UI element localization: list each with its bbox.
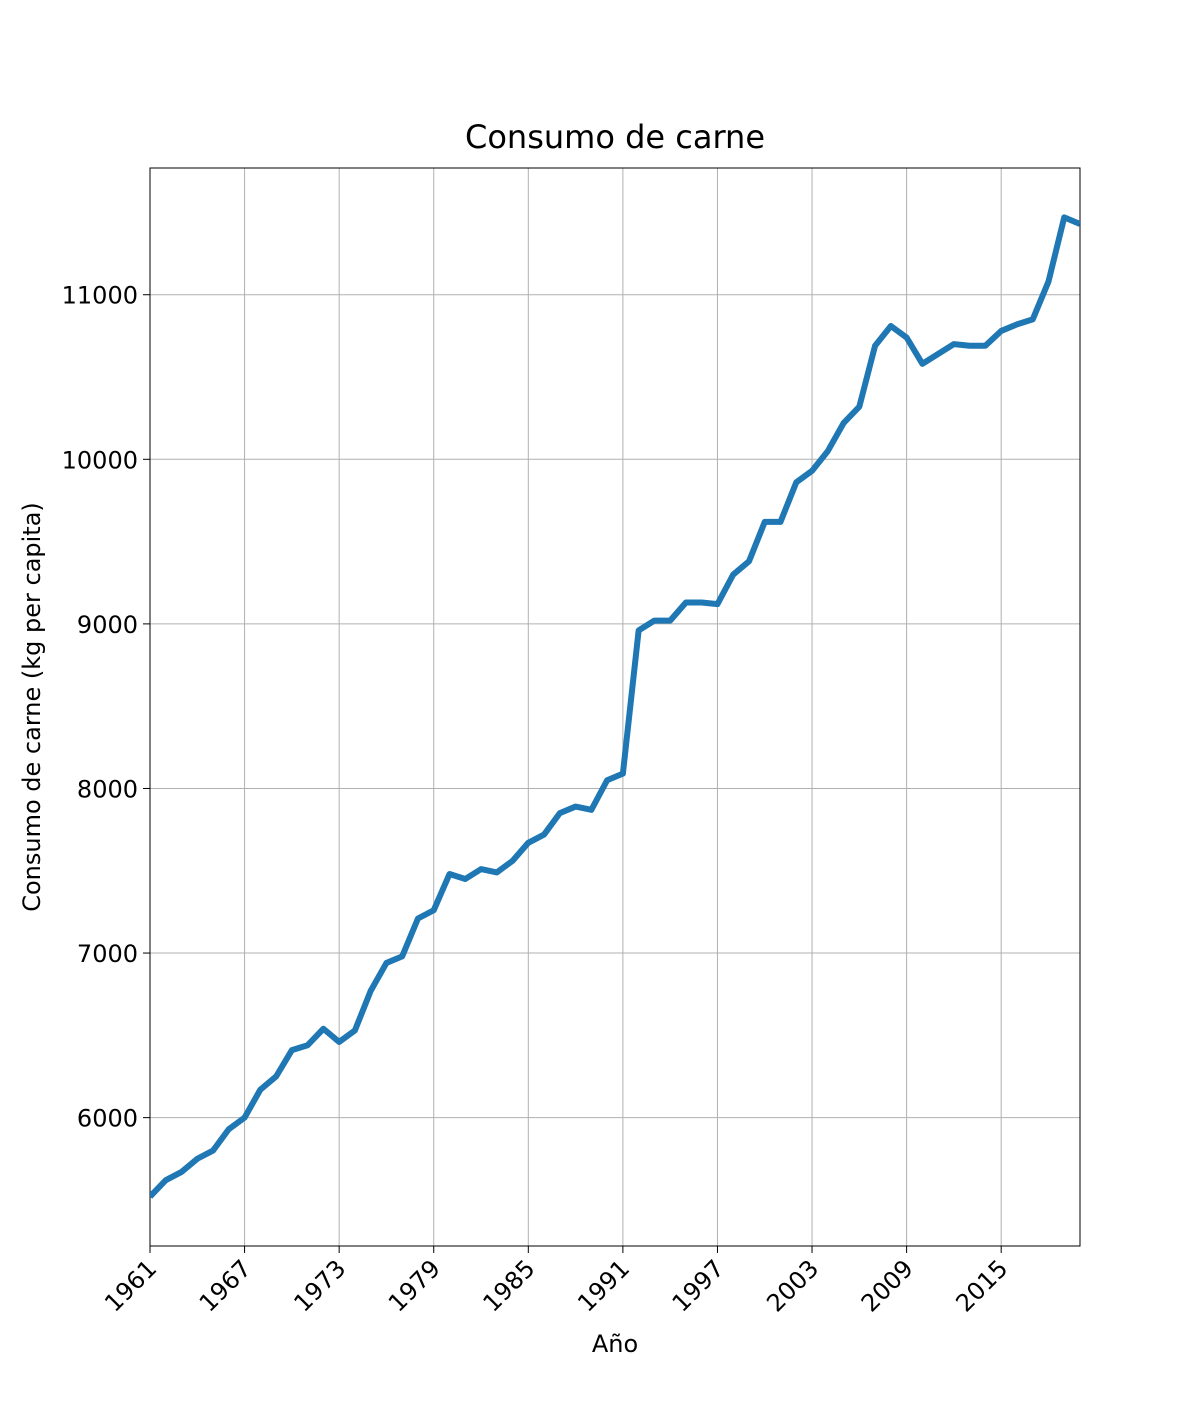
x-tick-label: 2003: [761, 1254, 824, 1317]
x-tick-label: 1967: [194, 1254, 257, 1317]
y-axis-label: Consumo de carne (kg per capita): [18, 502, 46, 912]
x-tick-label: 1979: [383, 1254, 446, 1317]
x-tick-label: 2009: [856, 1254, 919, 1317]
x-tick-label: 1961: [99, 1254, 162, 1317]
x-tick-label: 1991: [572, 1254, 635, 1317]
y-tick-label: 9000: [77, 611, 138, 639]
y-tick-label: 7000: [77, 940, 138, 968]
plot-frame: [149, 167, 1081, 1247]
y-tick-label: 8000: [77, 775, 138, 803]
y-tick-label: 11000: [62, 282, 138, 310]
x-axis-label: Año: [592, 1330, 638, 1358]
y-tick-label: 6000: [77, 1105, 138, 1133]
chart-title: Consumo de carne: [465, 118, 765, 156]
x-tick-label: 1985: [478, 1254, 541, 1317]
x-tick-label: 1973: [288, 1254, 351, 1317]
x-tick-label: 2015: [950, 1254, 1013, 1317]
y-tick-label: 10000: [62, 446, 138, 474]
x-tick-label: 1997: [667, 1254, 730, 1317]
data-line: [150, 214, 1080, 1199]
